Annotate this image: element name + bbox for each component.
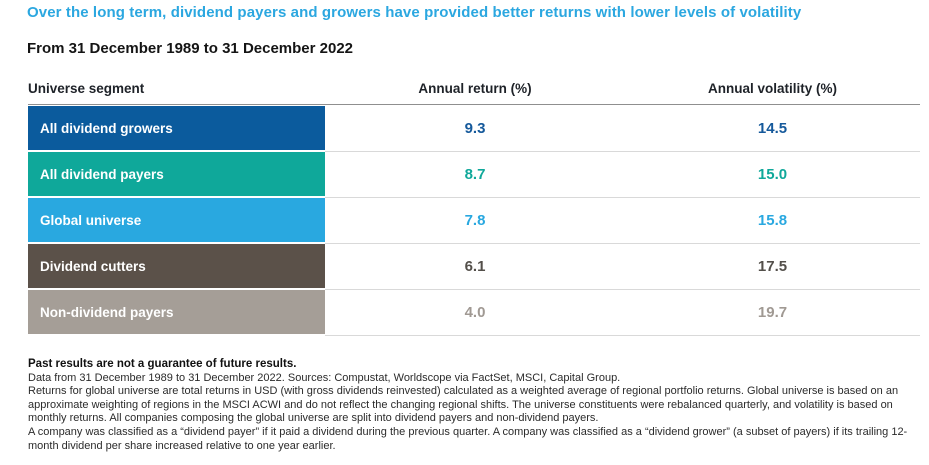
annual-return-value: 7.8 bbox=[325, 198, 625, 244]
table-row: Global universe 7.8 15.8 bbox=[28, 198, 920, 244]
methodology-note: Returns for global universe are total re… bbox=[28, 385, 899, 425]
annual-return-value: 4.0 bbox=[325, 290, 625, 336]
annual-volatility-value: 19.7 bbox=[625, 290, 920, 336]
annual-volatility-value: 14.5 bbox=[625, 106, 920, 152]
table-body: All dividend growers 9.3 14.5 All divide… bbox=[28, 105, 920, 336]
column-header-universe-segment: Universe segment bbox=[28, 80, 145, 96]
annual-return-value: 8.7 bbox=[325, 152, 625, 198]
table-row: Non-dividend payers 4.0 19.7 bbox=[28, 290, 920, 336]
segment-label: Dividend cutters bbox=[28, 244, 325, 288]
table-header-row: Universe segment Annual return (%) Annua… bbox=[28, 72, 920, 105]
definitions-note: A company was classified as a “dividend … bbox=[28, 425, 908, 452]
segment-label: All dividend payers bbox=[28, 152, 325, 196]
annual-volatility-value: 15.8 bbox=[625, 198, 920, 244]
date-range-subtitle: From 31 December 1989 to 31 December 202… bbox=[27, 40, 354, 57]
past-results-disclaimer: Past results are not a guarantee of futu… bbox=[28, 358, 297, 370]
annual-return-value: 9.3 bbox=[325, 106, 625, 152]
data-sources-note: Data from 31 December 1989 to 31 Decembe… bbox=[28, 371, 621, 384]
annual-volatility-value: 17.5 bbox=[625, 244, 920, 290]
footnotes: Past results are not a guarantee of futu… bbox=[28, 358, 924, 453]
table-row: Dividend cutters 6.1 17.5 bbox=[28, 244, 920, 290]
segment-label: All dividend growers bbox=[28, 106, 325, 150]
table-row: All dividend payers 8.7 15.0 bbox=[28, 152, 920, 198]
segment-label: Non-dividend payers bbox=[28, 290, 325, 334]
annual-volatility-value: 15.0 bbox=[625, 152, 920, 198]
table-row: All dividend growers 9.3 14.5 bbox=[28, 106, 920, 152]
column-header-annual-return: Annual return (%) bbox=[418, 80, 532, 96]
page-title: Over the long term, dividend payers and … bbox=[27, 4, 802, 21]
column-header-annual-volatility: Annual volatility (%) bbox=[707, 80, 837, 96]
segment-label: Global universe bbox=[28, 198, 325, 242]
dividend-returns-table: Universe segment Annual return (%) Annua… bbox=[28, 72, 920, 336]
annual-return-value: 6.1 bbox=[325, 244, 625, 290]
